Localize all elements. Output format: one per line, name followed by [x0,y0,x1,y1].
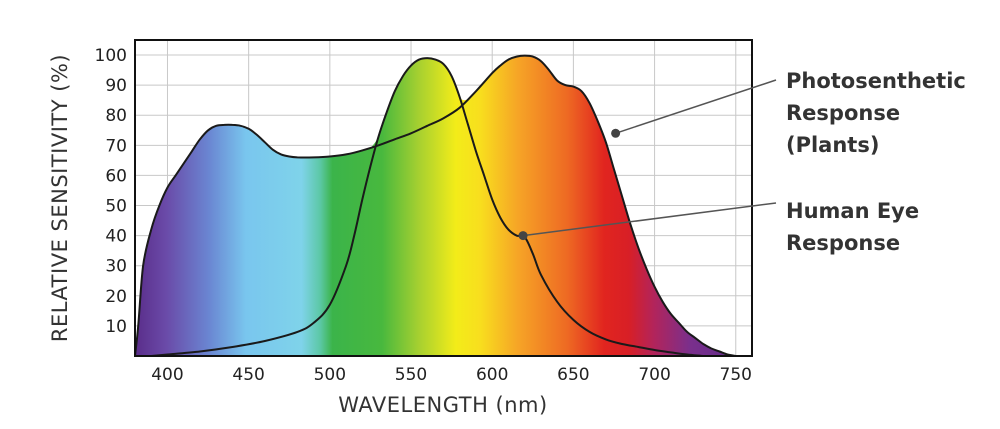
x-axis-label: WAVELENGTH (nm) [338,393,547,417]
x-tick-label: 550 [395,365,427,385]
y-axis-label: RELATIVE SENSITIVITY (%) [48,54,72,342]
annotation-leader-line [522,202,777,237]
annotation-marker [611,128,621,138]
y-tick-label: 70 [105,136,127,156]
x-tick-label: 600 [476,365,508,385]
annotation-label: Response [786,101,900,125]
x-tick-label: 750 [720,365,752,385]
y-tick-label: 40 [105,227,127,247]
tick-labels: 400 450 500 550 600 650 700 750 10 20 30 40 50 60 70 80… [95,46,752,385]
y-tick-label: 10 [105,317,127,337]
y-tick-label: 60 [105,166,127,186]
y-tick-label: 50 [105,197,127,217]
annotation-label: Response [786,231,900,255]
y-tick-label: 30 [105,257,127,277]
y-tick-label: 20 [105,287,127,307]
plant-response-curve [135,54,737,356]
annotation-marker [518,231,528,241]
y-tick-label: 80 [105,106,127,126]
spectrum-area [135,55,736,356]
annotations: Photosenthetic Response (Plants) Human Eye R… [518,69,966,255]
annotation-label: Photosenthetic [786,69,966,93]
annotation-label: (Plants) [786,133,879,157]
y-tick-label: 90 [105,76,127,96]
annotation-label: Human Eye [786,199,919,223]
y-tick-label: 100 [95,46,127,66]
x-tick-label: 700 [638,365,670,385]
spectrum-fill [135,55,736,356]
x-tick-label: 500 [314,365,346,385]
x-tick-label: 650 [557,365,589,385]
x-tick-label: 450 [232,365,264,385]
x-tick-label: 400 [151,365,183,385]
annotation-leader-line [615,79,777,135]
human-eye-curve [151,57,704,356]
plot-frame [134,39,753,357]
curves [135,54,737,356]
